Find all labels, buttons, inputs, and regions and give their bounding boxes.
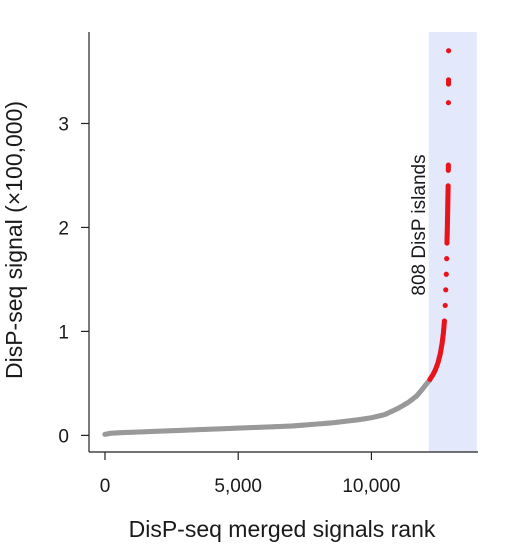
highlighted-data-point	[444, 256, 450, 262]
highlighted-data-point	[446, 48, 452, 54]
points-layer	[102, 48, 452, 437]
highlighted-data-point	[445, 162, 451, 168]
highlighted-data-point	[445, 77, 452, 83]
highlight-region-layer	[428, 32, 477, 452]
highlighted-data-point	[443, 271, 449, 277]
y-tick-label: 1	[58, 322, 69, 343]
annotation-label: 808 DisP islands	[409, 154, 430, 295]
ticks-layer: 0 1 2 3 0 5,000 10,000	[58, 114, 400, 497]
y-tick-label: 3	[58, 114, 69, 135]
y-tick-label: 2	[58, 218, 69, 239]
x-axis-label: DisP-seq merged signals rank	[129, 516, 436, 542]
highlighted-data-point	[441, 318, 448, 324]
highlighted-data-point	[445, 183, 451, 189]
axes-layer	[88, 32, 478, 453]
y-tick-label: 0	[58, 426, 69, 447]
x-tick-label: 0	[100, 476, 111, 497]
highlighted-data-point	[445, 100, 452, 106]
x-tick-label: 5,000	[214, 476, 262, 497]
x-tick-label: 10,000	[342, 476, 400, 497]
y-axis-label: DisP-seq signal (×100,000)	[1, 101, 27, 379]
highlighted-data-point	[443, 287, 449, 293]
highlight-region	[428, 32, 477, 452]
highlighted-data-point	[442, 302, 448, 309]
